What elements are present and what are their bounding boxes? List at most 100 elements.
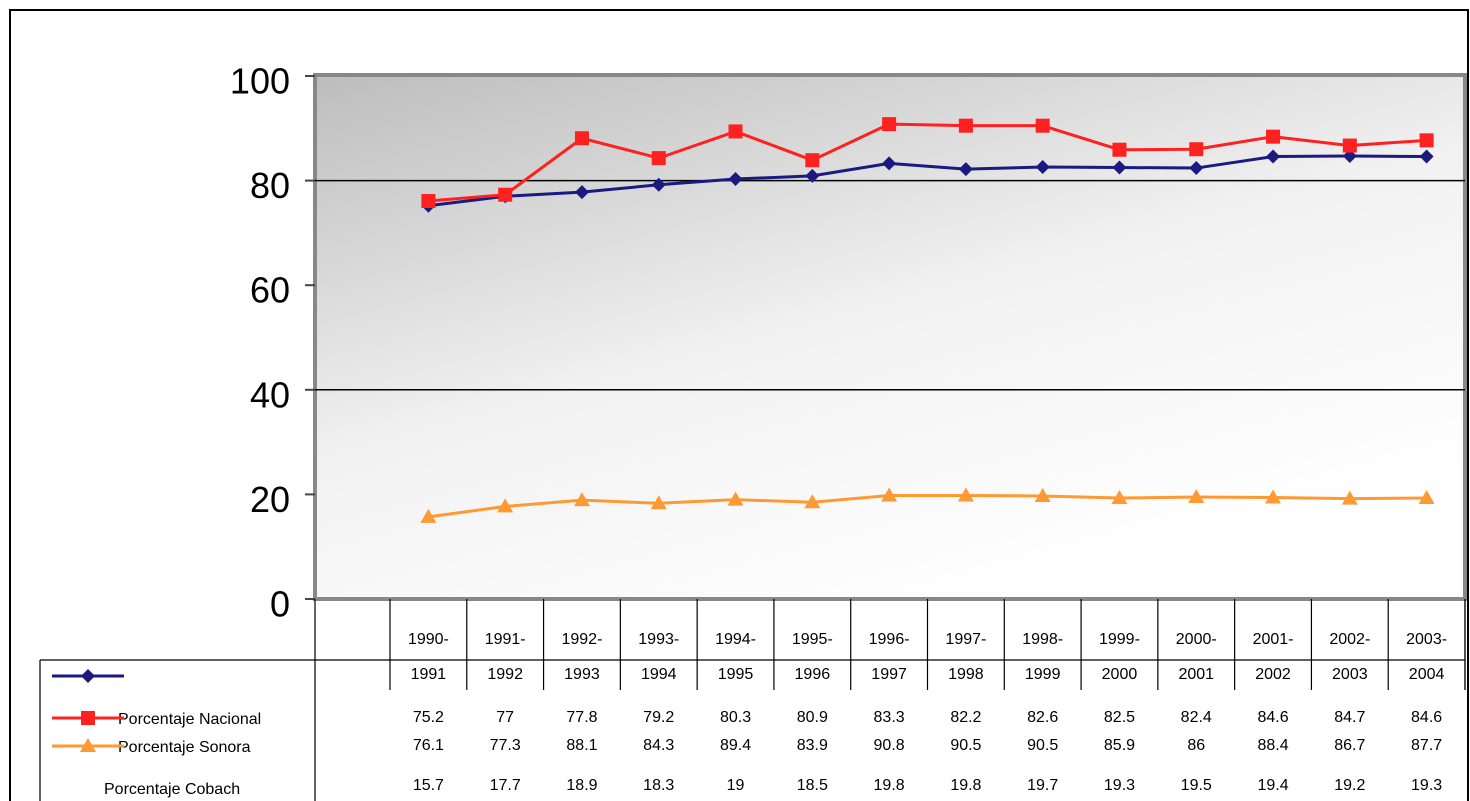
category-label: 1996- 1997 (868, 631, 910, 683)
table-value: 82.6 (1027, 709, 1058, 726)
table-value: 83.9 (797, 737, 828, 754)
marker (1266, 149, 1281, 164)
category-label: 1998- 1999 (1022, 631, 1064, 683)
marker (651, 151, 666, 166)
table-value: 90.5 (950, 737, 981, 754)
marker (1189, 142, 1204, 157)
table-value: 82.4 (1181, 709, 1212, 726)
marker (728, 172, 743, 187)
marker (727, 491, 744, 506)
marker (958, 162, 973, 177)
category-label: 1993- 1994 (638, 631, 680, 683)
table-value: 90.8 (874, 737, 905, 754)
table-value: 15.7 (413, 777, 444, 794)
table-value: 18.5 (797, 777, 828, 794)
category-label: 2001- 2002 (1252, 631, 1294, 683)
y-tick-label: 60 (250, 270, 290, 311)
table-value: 85.9 (1104, 737, 1135, 754)
marker (882, 117, 897, 132)
table-value: 19.3 (1411, 777, 1442, 794)
marker (957, 487, 974, 502)
marker (1111, 490, 1128, 505)
category-label: 1995- 1996 (791, 631, 833, 683)
category-label: 1999- 2000 (1098, 631, 1140, 683)
marker (1188, 489, 1205, 504)
marker (651, 177, 666, 192)
category-label: 1992- 1993 (561, 631, 603, 683)
series-line (428, 493, 1427, 519)
table-value: 19.5 (1181, 777, 1212, 794)
table-value: 19.8 (874, 777, 905, 794)
table-value: 19.4 (1257, 777, 1288, 794)
table-value: 89.4 (720, 737, 751, 754)
marker (882, 156, 897, 171)
y-tick-label: 80 (250, 165, 290, 206)
legend-marker (81, 669, 95, 683)
category-label: 1997- 1998 (945, 631, 987, 683)
table-value: 82.5 (1104, 709, 1135, 726)
table-value: 17.7 (490, 777, 521, 794)
marker (574, 185, 589, 200)
table-value: 84.7 (1334, 709, 1365, 726)
marker (1112, 142, 1127, 157)
marker (650, 495, 667, 510)
marker (1189, 161, 1204, 176)
marker (574, 131, 589, 146)
table-value: 86 (1187, 737, 1205, 754)
marker (805, 153, 820, 168)
table-value: 19.3 (1104, 777, 1135, 794)
table-value: 77.8 (566, 709, 597, 726)
table-value: 88.1 (566, 737, 597, 754)
table-value: 84.6 (1411, 709, 1442, 726)
series-line (428, 122, 1427, 203)
table-value: 84.6 (1257, 709, 1288, 726)
category-label: 1990- 1991 (407, 631, 449, 683)
table-value: 82.2 (950, 709, 981, 726)
category-label: 1991- 1992 (484, 631, 526, 683)
plot-area (313, 73, 1467, 601)
table-value: 87.7 (1411, 737, 1442, 754)
marker (420, 508, 437, 523)
marker (1265, 489, 1282, 504)
marker (958, 118, 973, 133)
y-tick-label: 100 (230, 61, 290, 102)
table-value: 19 (727, 777, 745, 794)
y-tick-label: 20 (250, 479, 290, 520)
table-value: 84.3 (643, 737, 674, 754)
marker (1034, 487, 1051, 502)
legend-label: Porcentaje Nacional (118, 711, 261, 728)
legend-label: Porcentaje Sonora (118, 739, 251, 756)
table-value: 90.5 (1027, 737, 1058, 754)
marker (1342, 138, 1357, 153)
marker (1266, 129, 1281, 144)
marker (1341, 490, 1358, 505)
marker (1419, 133, 1434, 148)
table-value: 19.2 (1334, 777, 1365, 794)
marker (728, 124, 743, 139)
category-label: 2003- 2004 (1406, 631, 1448, 683)
marker (804, 494, 821, 509)
y-tick-label: 0 (270, 584, 290, 625)
table-value: 18.9 (566, 777, 597, 794)
table-value: 76.1 (413, 737, 444, 754)
table-value: 80.3 (720, 709, 751, 726)
marker (421, 193, 436, 208)
y-tick-label: 40 (250, 374, 290, 415)
table-value: 19.8 (950, 777, 981, 794)
legend-label: Porcentaje Cobach (104, 781, 240, 798)
marker (1035, 118, 1050, 133)
table-value: 83.3 (874, 709, 905, 726)
category-label: 2000- 2001 (1175, 631, 1217, 683)
table-value: 77.3 (490, 737, 521, 754)
table-value: 88.4 (1257, 737, 1288, 754)
table-value: 79.2 (643, 709, 674, 726)
chart-border (9, 9, 1469, 801)
series-line (428, 154, 1427, 208)
marker (1112, 160, 1127, 175)
marker (881, 487, 898, 502)
legend-marker (81, 711, 95, 725)
table-value: 77 (496, 709, 514, 726)
category-label: 2002- 2003 (1329, 631, 1371, 683)
marker (1419, 149, 1434, 164)
